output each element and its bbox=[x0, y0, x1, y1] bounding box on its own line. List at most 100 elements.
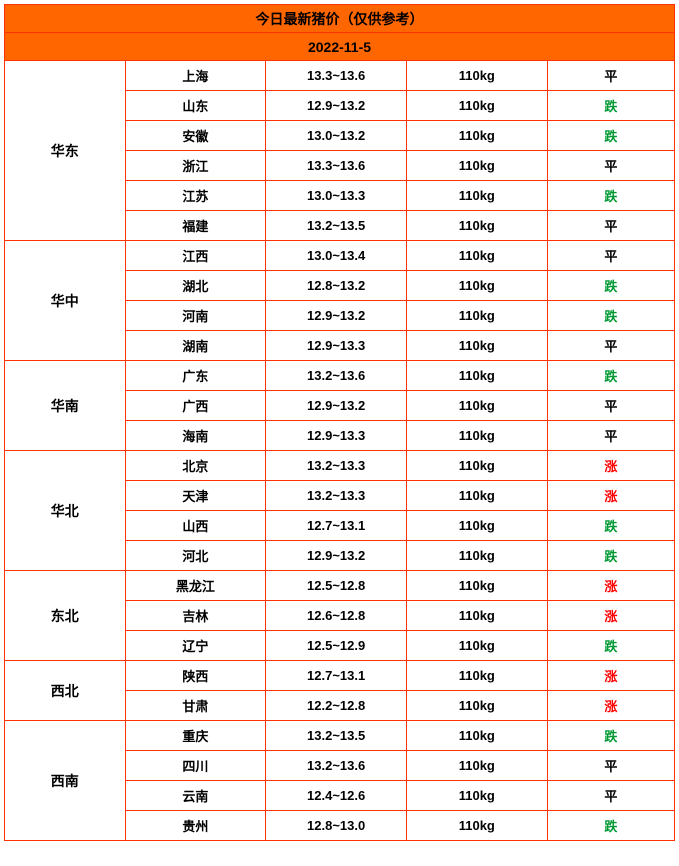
region-cell: 华中 bbox=[5, 241, 126, 361]
trend-cell: 平 bbox=[547, 211, 674, 241]
trend-cell: 涨 bbox=[547, 601, 674, 631]
province-cell: 湖北 bbox=[125, 271, 266, 301]
weight-cell: 110kg bbox=[406, 601, 547, 631]
weight-cell: 110kg bbox=[406, 181, 547, 211]
table-row: 西北陕西12.7~13.1110kg涨 bbox=[5, 661, 675, 691]
weight-cell: 110kg bbox=[406, 361, 547, 391]
price-cell: 12.9~13.2 bbox=[266, 301, 407, 331]
trend-cell: 涨 bbox=[547, 661, 674, 691]
weight-cell: 110kg bbox=[406, 391, 547, 421]
trend-cell: 跌 bbox=[547, 91, 674, 121]
trend-cell: 涨 bbox=[547, 571, 674, 601]
province-cell: 江苏 bbox=[125, 181, 266, 211]
weight-cell: 110kg bbox=[406, 631, 547, 661]
region-cell: 华南 bbox=[5, 361, 126, 451]
weight-cell: 110kg bbox=[406, 811, 547, 841]
province-cell: 黑龙江 bbox=[125, 571, 266, 601]
price-cell: 13.0~13.2 bbox=[266, 121, 407, 151]
price-cell: 13.0~13.4 bbox=[266, 241, 407, 271]
province-cell: 云南 bbox=[125, 781, 266, 811]
province-cell: 山西 bbox=[125, 511, 266, 541]
table-row: 西南重庆13.2~13.5110kg跌 bbox=[5, 721, 675, 751]
weight-cell: 110kg bbox=[406, 331, 547, 361]
price-cell: 12.8~13.0 bbox=[266, 811, 407, 841]
price-cell: 13.2~13.3 bbox=[266, 451, 407, 481]
province-cell: 重庆 bbox=[125, 721, 266, 751]
price-cell: 13.0~13.3 bbox=[266, 181, 407, 211]
price-cell: 13.3~13.6 bbox=[266, 61, 407, 91]
table-title: 今日最新猪价（仅供参考） bbox=[5, 5, 675, 33]
province-cell: 江西 bbox=[125, 241, 266, 271]
price-cell: 12.9~13.2 bbox=[266, 391, 407, 421]
table-title-row: 今日最新猪价（仅供参考） bbox=[5, 5, 675, 33]
table-row: 华中江西13.0~13.4110kg平 bbox=[5, 241, 675, 271]
weight-cell: 110kg bbox=[406, 541, 547, 571]
trend-cell: 平 bbox=[547, 241, 674, 271]
weight-cell: 110kg bbox=[406, 271, 547, 301]
province-cell: 陕西 bbox=[125, 661, 266, 691]
price-cell: 12.7~13.1 bbox=[266, 511, 407, 541]
weight-cell: 110kg bbox=[406, 721, 547, 751]
table-row: 华东上海13.3~13.6110kg平 bbox=[5, 61, 675, 91]
trend-cell: 跌 bbox=[547, 121, 674, 151]
province-cell: 吉林 bbox=[125, 601, 266, 631]
region-cell: 华东 bbox=[5, 61, 126, 241]
price-cell: 13.3~13.6 bbox=[266, 151, 407, 181]
province-cell: 山东 bbox=[125, 91, 266, 121]
province-cell: 甘肃 bbox=[125, 691, 266, 721]
province-cell: 湖南 bbox=[125, 331, 266, 361]
province-cell: 广西 bbox=[125, 391, 266, 421]
weight-cell: 110kg bbox=[406, 571, 547, 601]
trend-cell: 涨 bbox=[547, 451, 674, 481]
price-cell: 12.9~13.2 bbox=[266, 541, 407, 571]
trend-cell: 跌 bbox=[547, 811, 674, 841]
price-cell: 12.2~12.8 bbox=[266, 691, 407, 721]
region-cell: 西南 bbox=[5, 721, 126, 841]
province-cell: 贵州 bbox=[125, 811, 266, 841]
trend-cell: 跌 bbox=[547, 181, 674, 211]
trend-cell: 平 bbox=[547, 151, 674, 181]
region-cell: 华北 bbox=[5, 451, 126, 571]
weight-cell: 110kg bbox=[406, 781, 547, 811]
province-cell: 河北 bbox=[125, 541, 266, 571]
trend-cell: 平 bbox=[547, 391, 674, 421]
price-cell: 13.2~13.6 bbox=[266, 751, 407, 781]
weight-cell: 110kg bbox=[406, 661, 547, 691]
trend-cell: 跌 bbox=[547, 721, 674, 751]
price-cell: 12.4~12.6 bbox=[266, 781, 407, 811]
trend-cell: 涨 bbox=[547, 481, 674, 511]
province-cell: 四川 bbox=[125, 751, 266, 781]
weight-cell: 110kg bbox=[406, 511, 547, 541]
province-cell: 广东 bbox=[125, 361, 266, 391]
province-cell: 天津 bbox=[125, 481, 266, 511]
trend-cell: 平 bbox=[547, 421, 674, 451]
table-row: 华南广东13.2~13.6110kg跌 bbox=[5, 361, 675, 391]
price-cell: 12.7~13.1 bbox=[266, 661, 407, 691]
province-cell: 上海 bbox=[125, 61, 266, 91]
price-cell: 12.9~13.3 bbox=[266, 331, 407, 361]
weight-cell: 110kg bbox=[406, 151, 547, 181]
weight-cell: 110kg bbox=[406, 61, 547, 91]
trend-cell: 平 bbox=[547, 781, 674, 811]
weight-cell: 110kg bbox=[406, 301, 547, 331]
trend-cell: 跌 bbox=[547, 511, 674, 541]
trend-cell: 平 bbox=[547, 751, 674, 781]
weight-cell: 110kg bbox=[406, 691, 547, 721]
price-cell: 12.5~12.8 bbox=[266, 571, 407, 601]
trend-cell: 涨 bbox=[547, 691, 674, 721]
trend-cell: 跌 bbox=[547, 631, 674, 661]
table-date-row: 2022-11-5 bbox=[5, 33, 675, 61]
price-table: 今日最新猪价（仅供参考） 2022-11-5 华东上海13.3~13.6110k… bbox=[4, 4, 675, 841]
province-cell: 河南 bbox=[125, 301, 266, 331]
region-cell: 东北 bbox=[5, 571, 126, 661]
trend-cell: 平 bbox=[547, 331, 674, 361]
table-row: 华北北京13.2~13.3110kg涨 bbox=[5, 451, 675, 481]
table-date: 2022-11-5 bbox=[5, 33, 675, 61]
weight-cell: 110kg bbox=[406, 481, 547, 511]
province-cell: 北京 bbox=[125, 451, 266, 481]
trend-cell: 跌 bbox=[547, 271, 674, 301]
price-cell: 12.6~12.8 bbox=[266, 601, 407, 631]
province-cell: 福建 bbox=[125, 211, 266, 241]
weight-cell: 110kg bbox=[406, 91, 547, 121]
weight-cell: 110kg bbox=[406, 241, 547, 271]
